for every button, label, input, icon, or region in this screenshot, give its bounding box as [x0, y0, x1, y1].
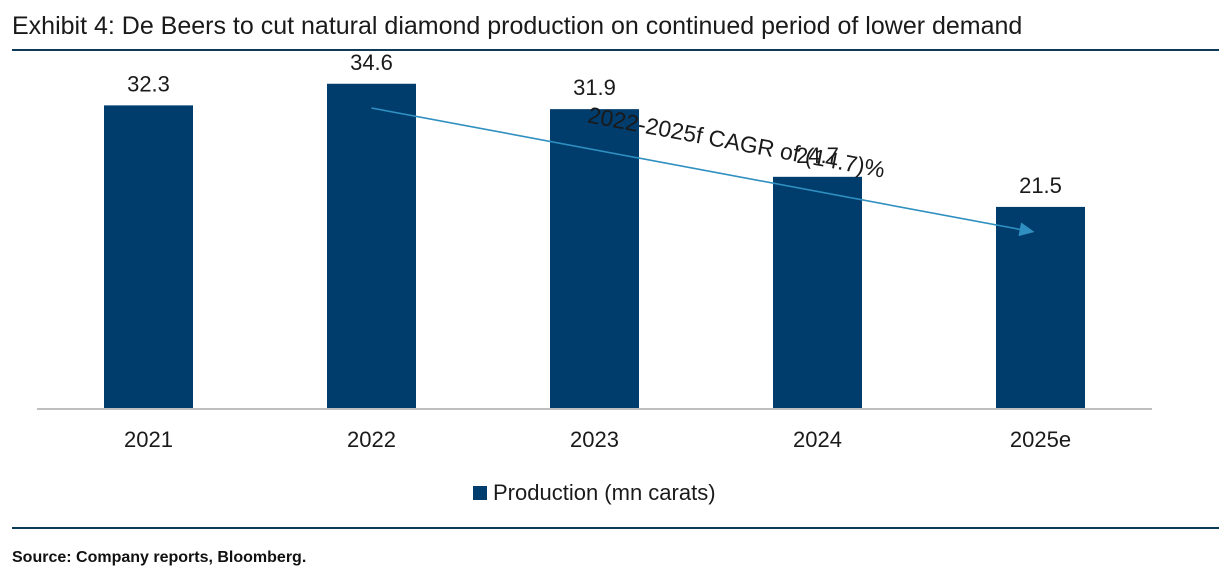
data-label-2022: 34.6 [350, 50, 393, 75]
x-tick-label-2022: 2022 [347, 427, 396, 452]
data-label-2021: 32.3 [127, 71, 170, 96]
bar-2023 [550, 109, 639, 409]
cagr-arrow-head [1018, 222, 1035, 237]
bar-2025e [996, 206, 1085, 409]
x-tick-label-2021: 2021 [124, 427, 173, 452]
bar-2024 [773, 176, 862, 409]
x-tick-label-2024: 2024 [793, 427, 842, 452]
chart-title: Exhibit 4: De Beers to cut natural diamo… [12, 12, 1023, 40]
data-label-2024: 24.7 [796, 143, 839, 168]
title-rule [12, 49, 1219, 51]
bar-2022 [327, 83, 416, 409]
x-tick-label-2025e: 2025e [1010, 427, 1071, 452]
data-label-2023: 31.9 [573, 75, 616, 100]
source-note: Source: Company reports, Bloomberg. [12, 549, 307, 566]
cagr-arrow-line [371, 107, 1029, 232]
bar-2021 [104, 105, 193, 409]
legend-swatch [473, 486, 487, 500]
legend-label: Production (mn carats) [493, 480, 716, 505]
data-label-2025e: 21.5 [1019, 173, 1062, 198]
legend: Production (mn carats) [473, 480, 716, 506]
x-tick-label-2023: 2023 [570, 427, 619, 452]
footer-rule [12, 527, 1219, 529]
